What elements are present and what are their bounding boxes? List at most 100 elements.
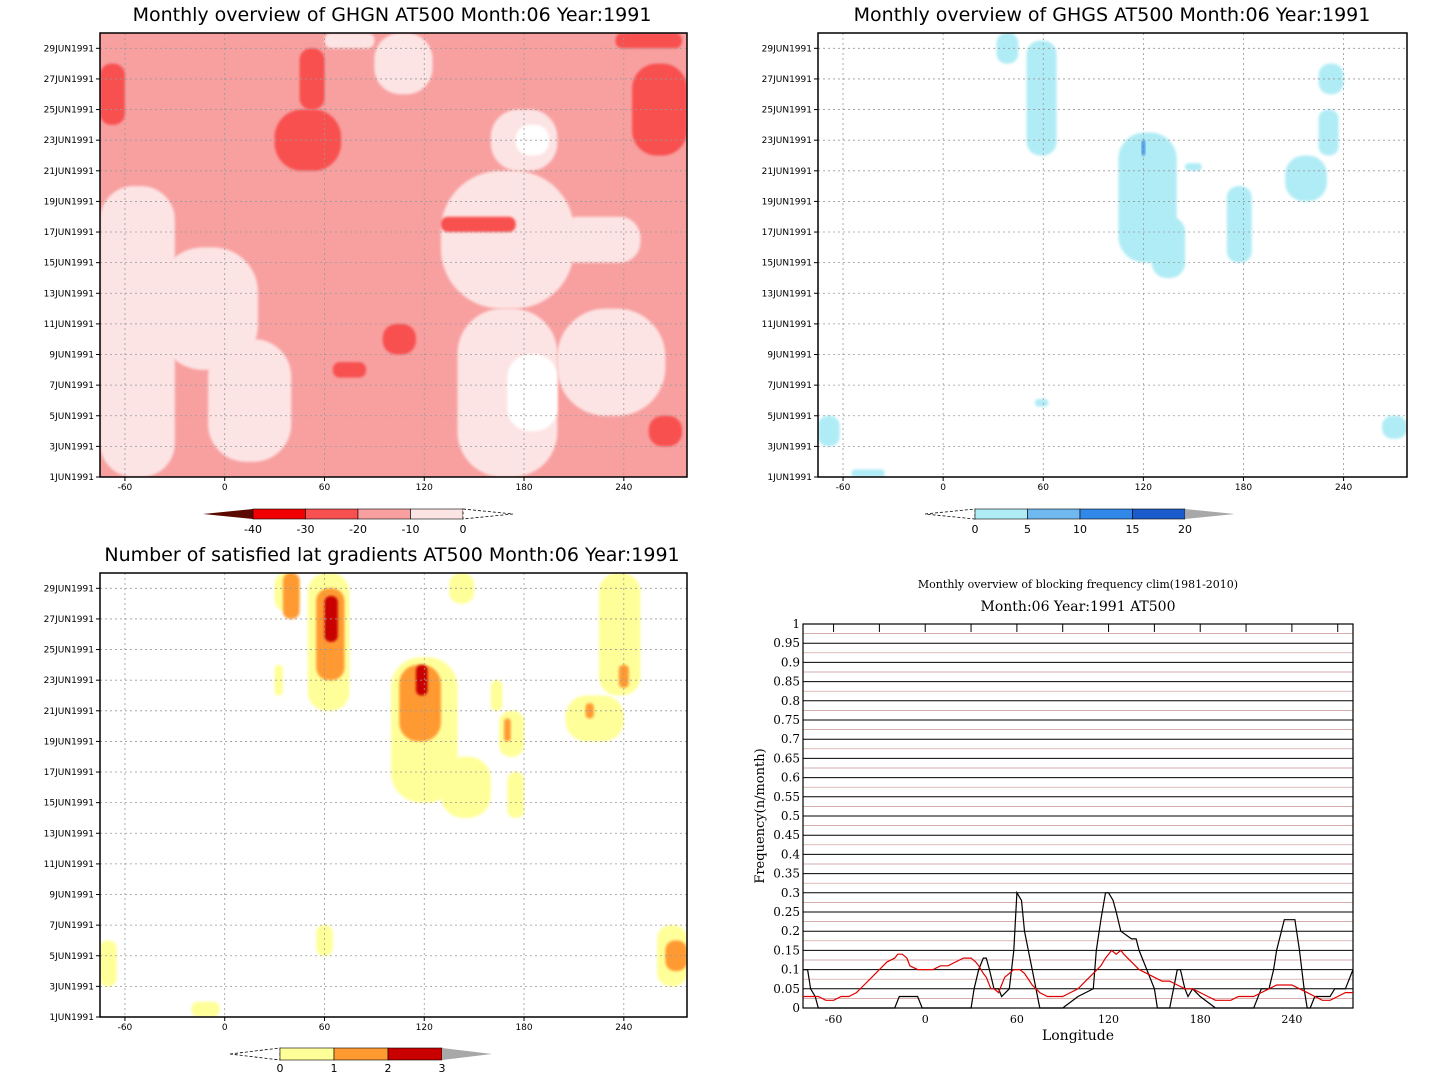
y-axis-label: Frequency(n/month): [753, 748, 768, 883]
y-tick-label: 25JUN1991: [762, 106, 812, 116]
y-tick-label: 21JUN1991: [44, 707, 94, 717]
chart-subtitle: Month:06 Year:1991 AT500: [981, 599, 1176, 615]
y-tick-label: 7JUN1991: [49, 381, 94, 391]
contour-region: [557, 216, 641, 263]
y-tick-label: 0.95: [773, 636, 800, 650]
colorbar: 0 1 2 3: [229, 1047, 492, 1075]
contour-region: [648, 415, 683, 447]
heatmap-panel-ghgn: -60 0 60 120 180 240 1JUN1991 3JUN1991 5JUN1991 7…: [44, 4, 688, 536]
y-tick-label: 0: [792, 1001, 800, 1015]
y-tick-label: 0.4: [781, 847, 800, 861]
contour-region: [490, 680, 503, 711]
y-tick-label: 1JUN1991: [49, 473, 94, 483]
y-tick-label: 25JUN1991: [44, 646, 94, 656]
x-tick-label: 0: [940, 483, 946, 493]
contour-region: [507, 772, 525, 818]
colorbar-low-extend: [203, 509, 253, 519]
panel-title: Number of satisfied lat gradients AT500 …: [104, 544, 679, 566]
y-tick-label: 23JUN1991: [44, 676, 94, 686]
y-tick-label: 13JUN1991: [44, 289, 94, 299]
x-tick-label: -60: [836, 483, 851, 493]
contour-region: [100, 63, 125, 125]
x-tick-label: 0: [922, 1013, 929, 1026]
colorbar-low-extend: [924, 508, 976, 520]
y-tick-label: 23JUN1991: [762, 136, 812, 146]
contour-region: [996, 33, 1019, 64]
y-tick-label: 0.85: [773, 675, 800, 689]
contour-region: [615, 33, 683, 49]
colorbar-label: 0: [277, 1062, 284, 1075]
colorbar-label: 5: [1024, 523, 1031, 536]
y-tick-label: 3JUN1991: [49, 442, 94, 452]
x-tick-label: 180: [1190, 1013, 1211, 1026]
y-tick-label: 15JUN1991: [44, 799, 94, 809]
y-tick-label: 27JUN1991: [44, 75, 94, 85]
contour-region: [1034, 398, 1049, 407]
colorbar-box: [252, 508, 306, 520]
y-tick-label: 9JUN1991: [767, 351, 812, 361]
y-tick-label: 1JUN1991: [767, 473, 812, 483]
colorbar-box: [279, 1047, 335, 1061]
contour-region: [1185, 163, 1202, 171]
y-tick-label: 27JUN1991: [44, 615, 94, 625]
y-tick-label: 17JUN1991: [762, 228, 812, 238]
colorbar-label: -10: [402, 523, 420, 536]
y-tick-label: 0.75: [773, 713, 800, 727]
y-tick-label: 25JUN1991: [44, 106, 94, 116]
colorbar-label: -40: [244, 523, 262, 536]
y-tick-label: 0.2: [781, 924, 800, 938]
y-tick-label: 5JUN1991: [49, 952, 94, 962]
contour-region: [818, 415, 840, 447]
y-tick-label: 0.6: [781, 771, 800, 785]
colorbar-high-extend: [1185, 509, 1235, 519]
contour-region: [382, 323, 416, 355]
colorbar: 0 5 10 15 20: [924, 508, 1235, 536]
y-tick-label: 29JUN1991: [762, 44, 812, 54]
x-tick-label: 60: [319, 1023, 331, 1033]
y-tick-label: 0.8: [781, 694, 800, 708]
y-tick-label: 0.25: [773, 905, 800, 919]
plot-frame: [99, 32, 688, 478]
y-tick-label: 17JUN1991: [44, 768, 94, 778]
contour-region: [1381, 415, 1407, 439]
contour-region: [282, 573, 300, 619]
y-tick-label: 21JUN1991: [44, 167, 94, 177]
colorbar-label: 20: [1178, 523, 1192, 536]
contour-region: [440, 216, 516, 233]
contour-region: [851, 469, 885, 477]
contour-region: [191, 1001, 220, 1017]
y-tick-label: 5JUN1991: [49, 412, 94, 422]
y-tick-label: 3JUN1991: [767, 442, 812, 452]
contour-region: [100, 940, 117, 987]
colorbar-box: [410, 508, 464, 520]
colorbar-high-extend: [442, 1048, 492, 1060]
contour-region: [1151, 216, 1186, 278]
colorbar-box: [1079, 508, 1133, 520]
x-tick-label: 120: [1098, 1013, 1119, 1026]
plot-area: [818, 33, 1407, 477]
field-background: [100, 573, 687, 1017]
contour-region: [598, 573, 641, 696]
y-tick-label: 13JUN1991: [762, 289, 812, 299]
x-tick-label: -60: [825, 1013, 843, 1026]
y-tick-label: 15JUN1991: [762, 259, 812, 269]
contour-region: [100, 186, 175, 477]
y-tick-label: 7JUN1991: [49, 921, 94, 931]
y-tick-label: 11JUN1991: [44, 860, 94, 870]
contour-region: [585, 703, 594, 719]
series-line-1: [803, 890, 1354, 1009]
colorbar-label: 10: [1073, 523, 1087, 536]
y-tick-label: 0.7: [781, 732, 800, 746]
contour-region: [1226, 186, 1252, 263]
y-tick-label: 0.1: [781, 963, 800, 977]
y-tick-label: 0.05: [773, 982, 800, 996]
x-tick-label: 0: [222, 1023, 228, 1033]
contour-region: [515, 124, 549, 156]
y-tick-label: 5JUN1991: [767, 412, 812, 422]
y-tick-label: 29JUN1991: [44, 584, 94, 594]
colorbar-box: [1132, 508, 1186, 520]
y-tick-label: 19JUN1991: [762, 197, 812, 207]
y-tick-label: 0.45: [773, 828, 800, 842]
y-tick-label: 21JUN1991: [762, 167, 812, 177]
